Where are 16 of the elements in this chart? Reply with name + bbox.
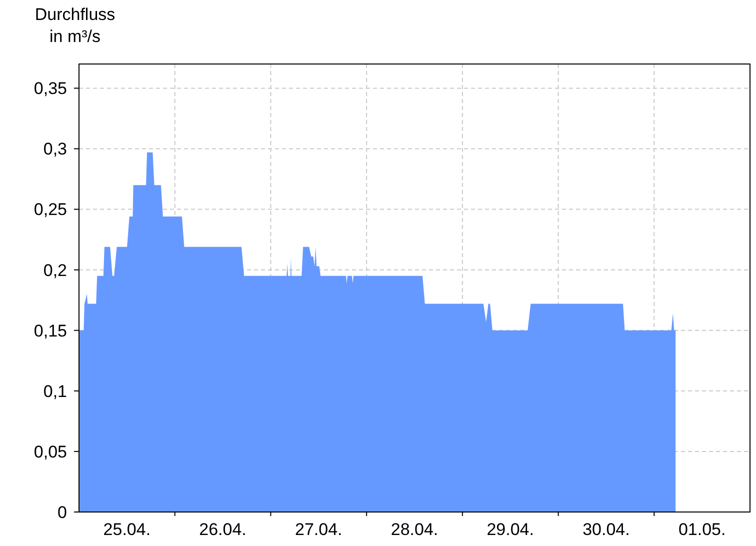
x-tick-label: 01.05. bbox=[678, 520, 726, 539]
y-tick-label: 0,3 bbox=[43, 140, 67, 159]
y-axis-title: Durchfluss in m³/s bbox=[34, 5, 116, 46]
y-tick-label: 0,2 bbox=[43, 260, 67, 280]
y-tick-label: 0,35 bbox=[34, 79, 67, 98]
x-tick-label: 25.04. bbox=[103, 520, 151, 539]
y-tick-label: 0 bbox=[58, 502, 67, 522]
x-tick-label: 27.04. bbox=[295, 520, 342, 539]
y-tick-label: 0,25 bbox=[34, 200, 67, 220]
x-tick-label: 30.04. bbox=[582, 520, 630, 539]
x-tick-label: 29.04. bbox=[486, 520, 534, 539]
y-tick-label: 0,1 bbox=[43, 382, 67, 401]
x-tick-label: 28.04. bbox=[390, 520, 438, 539]
x-tick-label: 26.04. bbox=[199, 520, 246, 539]
y-tick-label: 0,05 bbox=[34, 442, 67, 462]
y-tick-label: 0,15 bbox=[34, 321, 67, 340]
